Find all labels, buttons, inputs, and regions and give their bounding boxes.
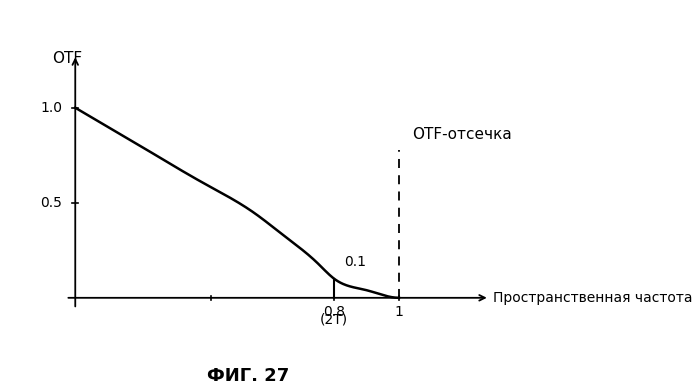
Text: Пространственная частота: Пространственная частота <box>493 291 692 305</box>
Text: OTF: OTF <box>52 51 83 66</box>
Text: 1: 1 <box>394 305 403 319</box>
Text: OTF-отсечка: OTF-отсечка <box>412 127 512 142</box>
Text: 0.8: 0.8 <box>323 305 346 319</box>
Text: ФИГ. 27: ФИГ. 27 <box>207 367 289 385</box>
Text: 0.1: 0.1 <box>344 255 366 269</box>
Text: (2T): (2T) <box>320 312 348 326</box>
Text: 1.0: 1.0 <box>40 101 62 115</box>
Text: 0.5: 0.5 <box>40 196 62 210</box>
